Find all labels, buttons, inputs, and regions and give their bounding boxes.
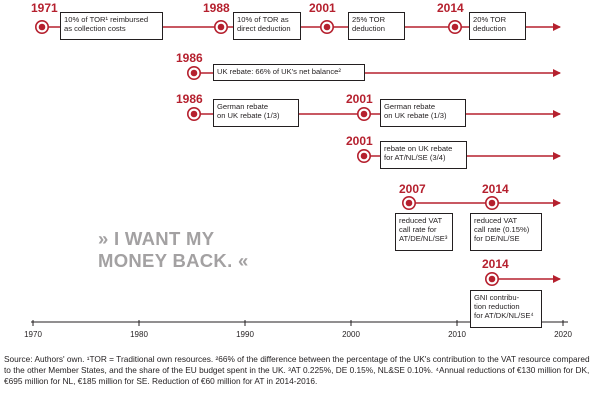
year-label: 1971 <box>31 1 58 15</box>
row-reduced-vat <box>401 196 561 211</box>
source-caption: Source: Authors' own. ¹TOR = Traditional… <box>4 354 590 387</box>
axis-tick-label: 2020 <box>554 330 572 339</box>
note-line: rebate on UK rebate <box>384 144 453 153</box>
note-line: UK rebate: 66% of UK's net balance² <box>217 67 341 76</box>
note-line: 10% of TOR¹ reimbursed <box>64 15 149 24</box>
axis-tick-label: 1970 <box>24 330 42 339</box>
milestone-marker <box>484 271 499 286</box>
year-label: 1986 <box>176 51 203 65</box>
note-line: as collection costs <box>64 24 126 34</box>
note-line: call rate for <box>399 225 437 235</box>
note-line: deduction <box>352 24 385 34</box>
note-gni-reduction: GNI contribu- tion reduction for AT/DK/N… <box>470 290 542 328</box>
axis-tick-label: 1980 <box>130 330 148 339</box>
milestone-marker <box>356 107 371 122</box>
milestone-marker <box>214 19 229 34</box>
milestone-marker <box>484 196 499 211</box>
axis-tick-label: 2010 <box>448 330 466 339</box>
slogan: » I WANT MY MONEY BACK. « <box>98 228 249 272</box>
year-label: 1986 <box>176 92 203 106</box>
note-reduced-vat-2014: reduced VAT call rate (0.15%) for DE/NL/… <box>470 213 542 251</box>
milestone-marker <box>447 19 462 34</box>
milestone-marker <box>401 196 416 211</box>
year-label: 2014 <box>482 182 509 196</box>
note-german-rebate-1: German rebate on UK rebate (1/3) <box>213 99 299 127</box>
note-line: call rate (0.15%) <box>474 225 530 235</box>
year-label: 1988 <box>203 1 230 15</box>
year-label: 2014 <box>437 1 464 15</box>
note-line: for AT/DK/NL/SE⁴ <box>474 311 534 321</box>
note-reduced-vat-2007: reduced VAT call rate for AT/DE/NL/SE³ <box>395 213 453 251</box>
axis-tick-label: 2000 <box>342 330 360 339</box>
milestone-marker <box>356 149 371 164</box>
note-tor-25-deduction: 25% TOR deduction <box>348 12 405 40</box>
note-line: German rebate <box>217 102 269 111</box>
year-label: 2007 <box>399 182 426 196</box>
note-rebate-on-rebate: rebate on UK rebate for AT/NL/SE (3/4) <box>380 141 467 169</box>
milestone-marker <box>34 19 49 34</box>
note-line: for AT/NL/SE (3/4) <box>384 153 446 163</box>
note-line: reduced VAT <box>474 216 518 225</box>
note-line: for DE/NL/SE <box>474 234 520 244</box>
note-line: on UK rebate (1/3) <box>384 111 447 121</box>
note-uk-rebate: UK rebate: 66% of UK's net balance² <box>213 64 365 81</box>
milestone-marker <box>319 19 334 34</box>
year-label: 2001 <box>309 1 336 15</box>
milestone-marker <box>187 107 202 122</box>
note-tor-20-deduction: 20% TOR deduction <box>469 12 526 40</box>
row-gni-reduction <box>484 271 561 286</box>
note-line: deduction <box>473 24 506 34</box>
note-line: 20% TOR <box>473 15 507 24</box>
axis-tick-label: 1990 <box>236 330 254 339</box>
note-line: direct deduction <box>237 24 291 34</box>
year-label: 2001 <box>346 92 373 106</box>
year-label: 2014 <box>482 257 509 271</box>
note-line: 10% of TOR as <box>237 15 289 24</box>
year-label: 2001 <box>346 134 373 148</box>
slogan-line: » I WANT MY <box>98 228 215 249</box>
note-line: AT/DE/NL/SE³ <box>399 234 448 244</box>
note-line: 25% TOR <box>352 15 386 24</box>
note-line: GNI contribu- <box>474 293 520 302</box>
note-line: on UK rebate (1/3) <box>217 111 280 121</box>
note-german-rebate-2: German rebate on UK rebate (1/3) <box>380 99 466 127</box>
note-line: German rebate <box>384 102 436 111</box>
note-tor-direct-deduction: 10% of TOR as direct deduction <box>233 12 301 40</box>
note-line: reduced VAT <box>399 216 443 225</box>
note-tor-collection-costs: 10% of TOR¹ reimbursed as collection cos… <box>60 12 163 40</box>
slogan-line: MONEY BACK. « <box>98 250 249 271</box>
note-line: tion reduction <box>474 302 520 312</box>
milestone-marker <box>187 66 202 81</box>
